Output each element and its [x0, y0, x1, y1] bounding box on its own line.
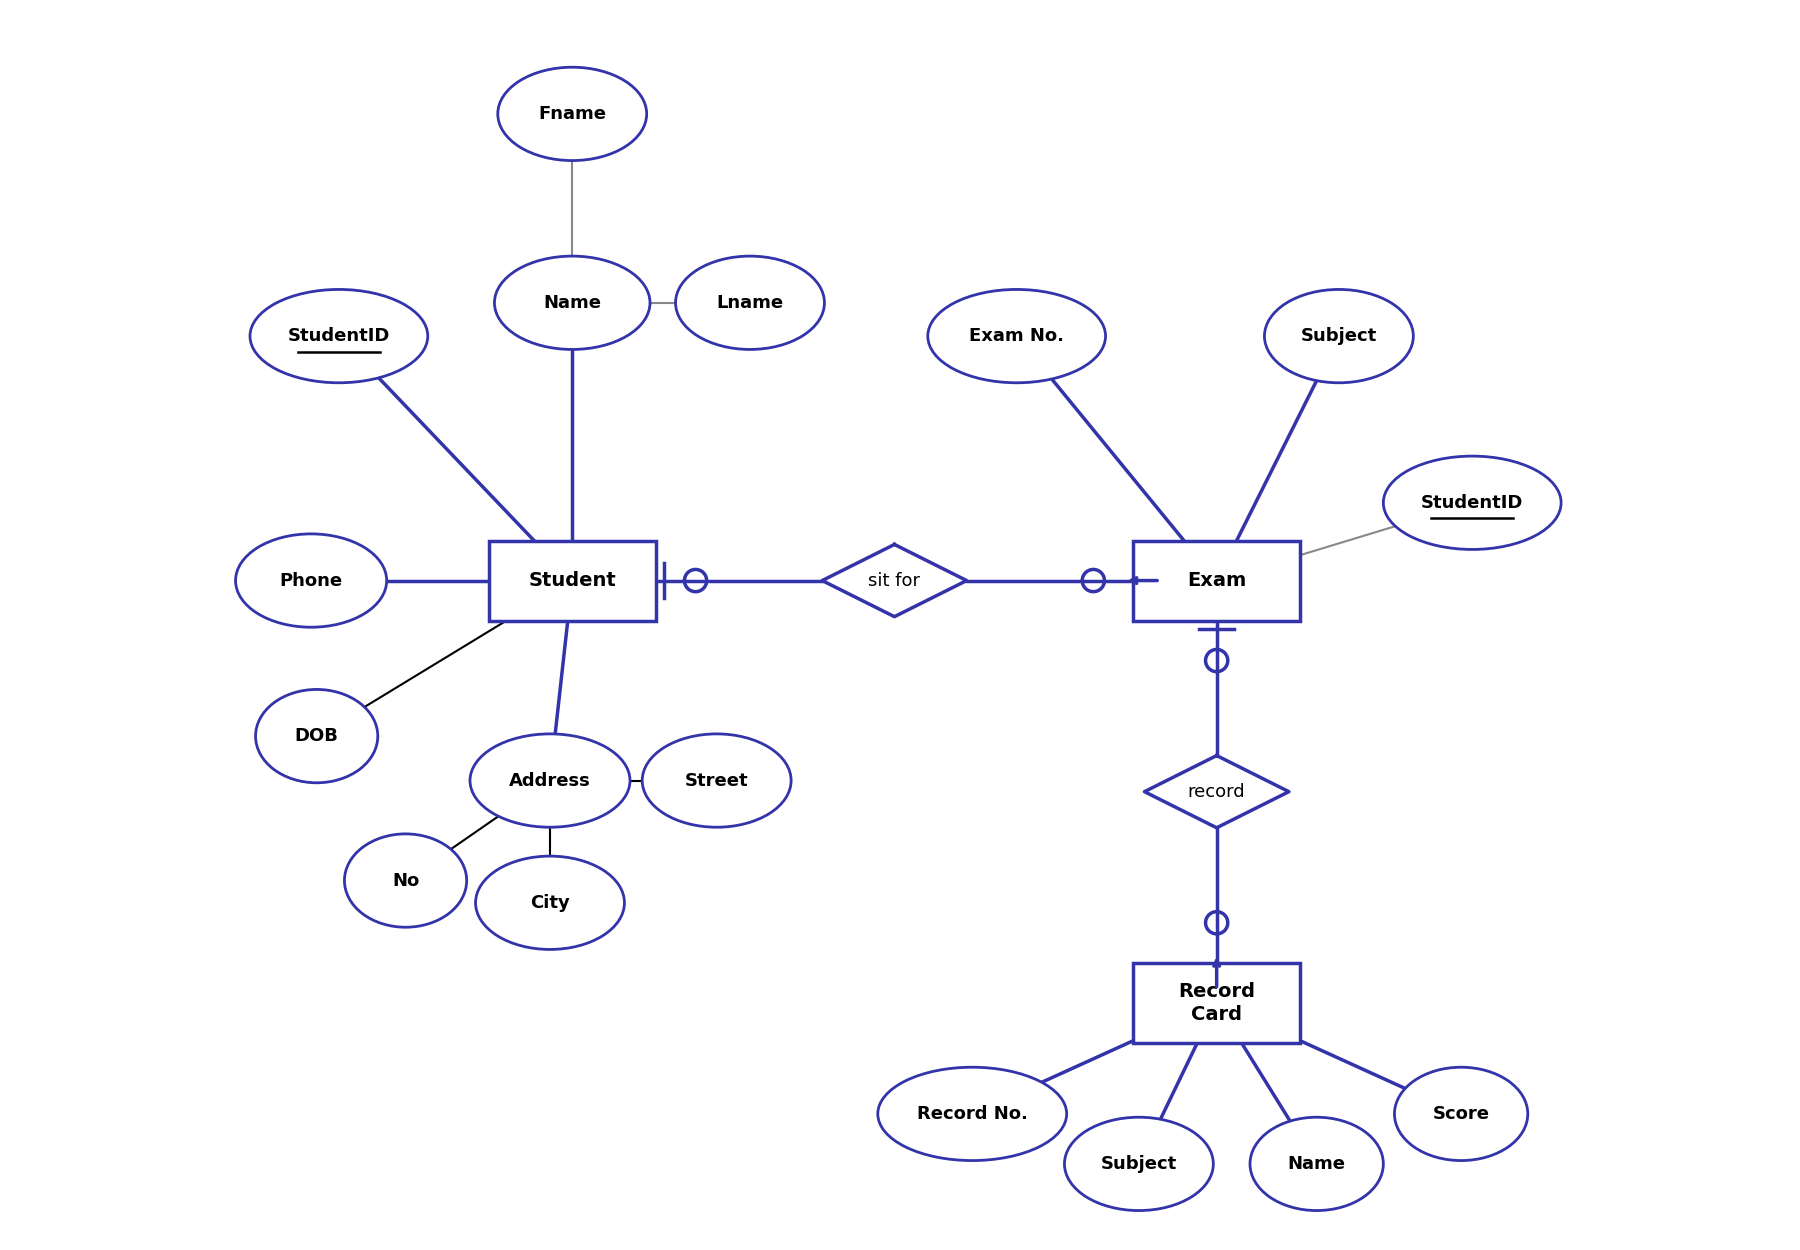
Ellipse shape: [1064, 1118, 1213, 1210]
Text: Lname: Lname: [716, 294, 783, 311]
Text: City: City: [531, 894, 571, 911]
Ellipse shape: [236, 534, 387, 628]
Ellipse shape: [643, 734, 792, 828]
Text: Record
Card: Record Card: [1179, 981, 1255, 1024]
Ellipse shape: [256, 690, 378, 782]
Ellipse shape: [250, 290, 428, 382]
Text: Fname: Fname: [538, 105, 607, 122]
FancyBboxPatch shape: [490, 540, 655, 620]
Text: Exam: Exam: [1186, 571, 1246, 590]
Text: StudentID: StudentID: [1420, 494, 1523, 511]
FancyBboxPatch shape: [1134, 962, 1300, 1042]
Ellipse shape: [927, 290, 1105, 382]
Text: Exam No.: Exam No.: [968, 328, 1064, 345]
Ellipse shape: [344, 834, 466, 928]
Text: Student: Student: [529, 571, 616, 590]
Ellipse shape: [1249, 1118, 1384, 1210]
Ellipse shape: [470, 734, 630, 828]
Ellipse shape: [499, 68, 646, 160]
Ellipse shape: [675, 256, 824, 350]
Ellipse shape: [1384, 456, 1561, 550]
Text: No: No: [392, 871, 419, 890]
FancyBboxPatch shape: [1134, 540, 1300, 620]
Ellipse shape: [1264, 290, 1413, 382]
Text: Subject: Subject: [1301, 328, 1377, 345]
Text: Street: Street: [684, 771, 749, 790]
Polygon shape: [1145, 755, 1289, 828]
Ellipse shape: [1395, 1068, 1528, 1160]
Ellipse shape: [878, 1068, 1067, 1160]
Text: Score: Score: [1433, 1105, 1490, 1122]
Text: Address: Address: [509, 771, 590, 790]
Text: sit for: sit for: [868, 571, 920, 590]
Text: Record No.: Record No.: [916, 1105, 1028, 1122]
Ellipse shape: [495, 256, 650, 350]
Ellipse shape: [475, 856, 625, 950]
Text: Subject: Subject: [1102, 1155, 1177, 1172]
Text: DOB: DOB: [295, 728, 338, 745]
Polygon shape: [823, 545, 967, 616]
Text: Name: Name: [544, 294, 601, 311]
Text: Phone: Phone: [279, 571, 342, 590]
Text: record: record: [1188, 782, 1246, 801]
Text: StudentID: StudentID: [288, 328, 391, 345]
Text: Name: Name: [1287, 1155, 1346, 1172]
